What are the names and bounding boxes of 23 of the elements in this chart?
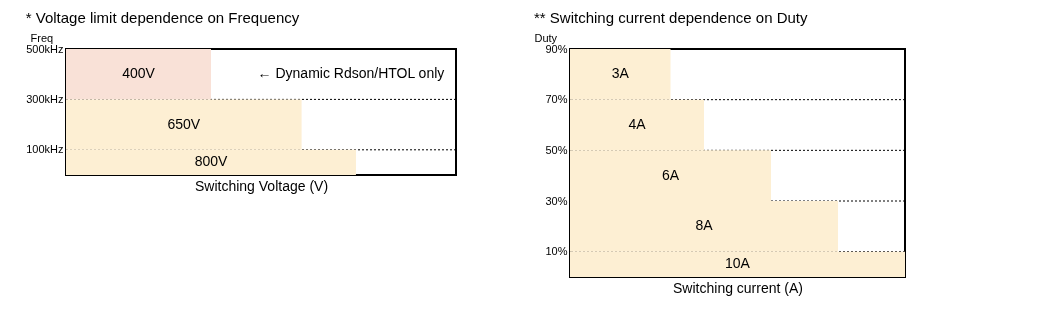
data-label: 10A <box>725 255 751 272</box>
chart-title: ** Switching current dependence on Duty <box>534 9 808 26</box>
x-axis-title: Switching current (A) <box>673 279 803 296</box>
y-tick-label: 500kHz <box>26 42 64 55</box>
data-label: 6A <box>661 166 680 183</box>
y-tick-label: 90% <box>545 42 568 55</box>
data-label: 4A <box>628 116 647 132</box>
y-tick-label: 10% <box>545 245 568 258</box>
chart-title: * Voltage limit dependence on Frequency <box>25 9 300 26</box>
y-tick-label: 300kHz <box>26 92 64 105</box>
y-tick-label: 30% <box>545 194 568 207</box>
data-label: 400V <box>122 65 156 82</box>
y-tick-label: 70% <box>545 93 568 106</box>
annotation: ← Dynamic Rdson/HTOL only <box>257 65 445 82</box>
data-label: 3A <box>611 65 630 82</box>
y-tick-label: 50% <box>545 143 568 156</box>
data-label: 800V <box>194 153 228 170</box>
data-label: 650V <box>167 115 201 132</box>
y-axis-title: Duty <box>534 31 558 44</box>
y-axis-title: Freq <box>30 31 54 44</box>
x-axis-title: Switching Voltage (V) <box>194 177 329 194</box>
data-label: 8A <box>695 217 714 234</box>
y-tick-label: 100kHz <box>26 143 64 156</box>
